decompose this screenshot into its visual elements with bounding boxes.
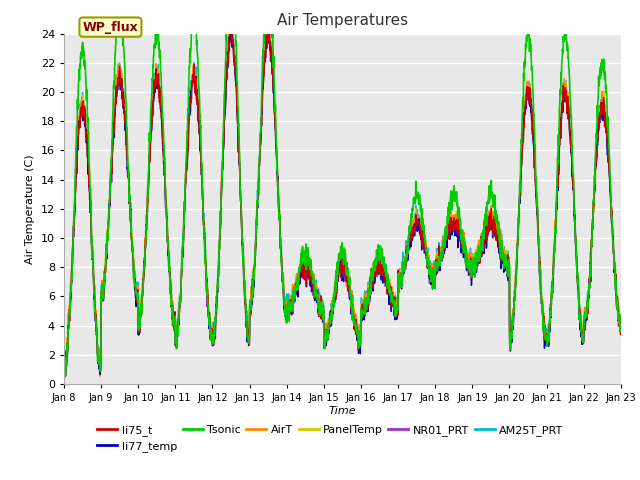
Title: Air Temperatures: Air Temperatures xyxy=(277,13,408,28)
Legend: li75_t, li77_temp, Tsonic, AirT, PanelTemp, NR01_PRT, AM25T_PRT: li75_t, li77_temp, Tsonic, AirT, PanelTe… xyxy=(97,425,563,452)
Text: WP_flux: WP_flux xyxy=(83,21,138,34)
Y-axis label: Air Temperature (C): Air Temperature (C) xyxy=(25,154,35,264)
X-axis label: Time: Time xyxy=(328,406,356,416)
